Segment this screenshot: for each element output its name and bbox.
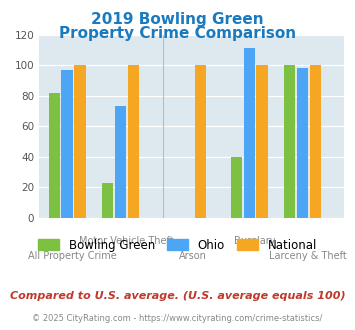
Bar: [195, 65, 206, 218]
Bar: [310, 65, 321, 218]
Text: All Property Crime: All Property Crime: [28, 251, 117, 261]
Bar: [256, 65, 268, 218]
Bar: [297, 68, 308, 218]
Bar: [74, 65, 86, 218]
Text: Motor Vehicle Theft: Motor Vehicle Theft: [78, 236, 173, 246]
Bar: [102, 183, 113, 218]
Text: Burglary: Burglary: [234, 236, 275, 246]
Bar: [127, 65, 139, 218]
Bar: [115, 106, 126, 218]
Bar: [284, 65, 295, 218]
Text: Larceny & Theft: Larceny & Theft: [269, 251, 347, 261]
Text: Property Crime Comparison: Property Crime Comparison: [59, 26, 296, 41]
Bar: [49, 93, 60, 218]
Text: Arson: Arson: [179, 251, 207, 261]
Text: © 2025 CityRating.com - https://www.cityrating.com/crime-statistics/: © 2025 CityRating.com - https://www.city…: [32, 314, 323, 323]
Text: Compared to U.S. average. (U.S. average equals 100): Compared to U.S. average. (U.S. average …: [10, 291, 345, 301]
Bar: [244, 49, 255, 218]
Bar: [231, 157, 242, 218]
Text: 2019 Bowling Green: 2019 Bowling Green: [91, 12, 264, 26]
Legend: Bowling Green, Ohio, National: Bowling Green, Ohio, National: [33, 234, 322, 256]
Bar: [61, 70, 73, 218]
